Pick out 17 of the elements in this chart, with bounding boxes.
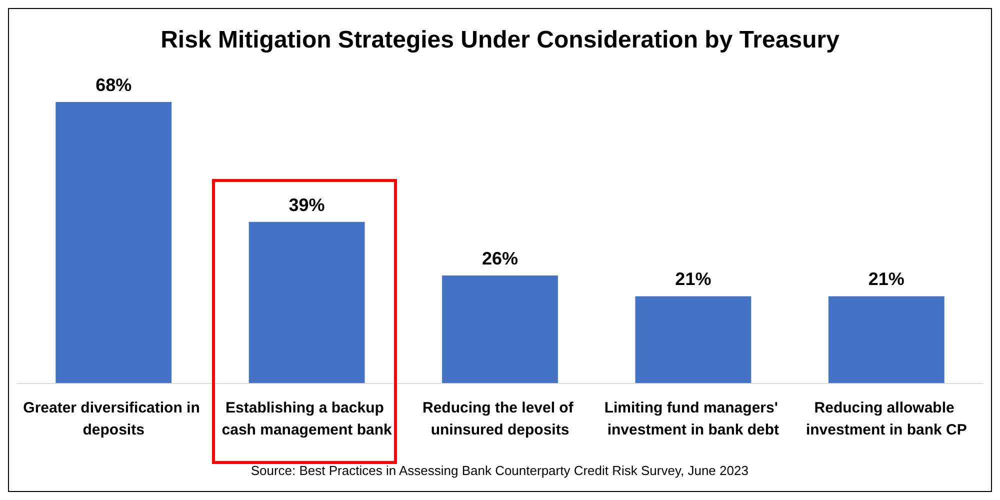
x-tick-label: Reducing the level of uninsured deposits [422, 400, 578, 438]
x-tick-label: Greater diversification in deposits [23, 400, 204, 438]
source-note: Source: Best Practices in Assessing Bank Counterparty Credit Risk Survey, June 2023 [250, 463, 748, 478]
bar [56, 102, 172, 383]
x-tick-label: Establishing a backup cash management bank [222, 400, 392, 438]
bar [635, 296, 752, 383]
data-label: 21% [675, 269, 712, 290]
bar [442, 276, 558, 383]
data-label: 21% [868, 269, 904, 290]
chart-title: Risk Mitigation Strategies Under Consideration by Treasury [160, 26, 840, 54]
bar [248, 222, 365, 383]
data-label: 39% [288, 194, 325, 215]
data-label: 68% [96, 75, 132, 95]
data-label: 26% [482, 248, 518, 269]
x-tick-label: Reducing allowable investment in bank CP [806, 400, 967, 438]
x-tick-label: Limiting fund managers' investment in bank debt [604, 400, 782, 438]
bar [828, 296, 944, 383]
